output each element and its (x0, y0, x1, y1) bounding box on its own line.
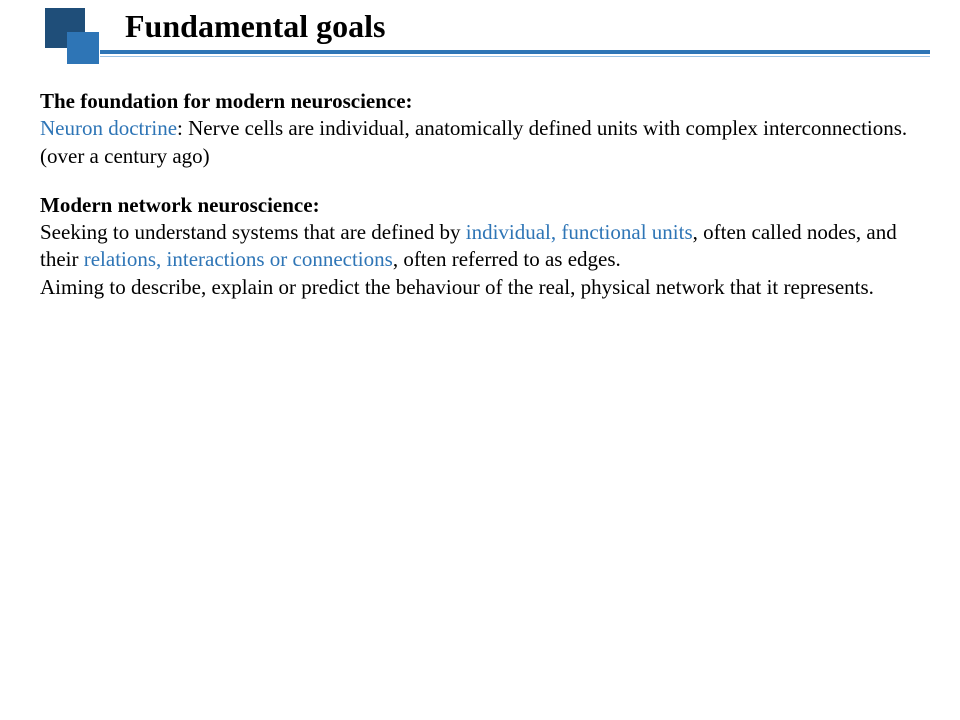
slide: Fundamental goals The foundation for mod… (0, 0, 960, 720)
title-rule-main (100, 50, 930, 54)
section-heading: The foundation for modern neuroscience: (40, 89, 413, 113)
section-modern: Modern network neuroscience: Seeking to … (40, 192, 920, 301)
section-foundation: The foundation for modern neuroscience: … (40, 88, 920, 170)
section2-text-c: , often referred to as edges. (393, 247, 621, 271)
decor-square-small (67, 32, 99, 64)
slide-header: Fundamental goals (45, 0, 930, 70)
section2-p2: Aiming to describe, explain or predict t… (40, 275, 874, 299)
title-rule (100, 50, 930, 57)
highlight-functional-units: individual, functional units (466, 220, 693, 244)
title-rule-shadow (100, 56, 930, 57)
slide-body: The foundation for modern neuroscience: … (0, 70, 960, 301)
section2-text-a: Seeking to understand systems that are d… (40, 220, 466, 244)
highlight-neuron-doctrine: Neuron doctrine (40, 116, 177, 140)
highlight-relations: relations, interactions or connections (84, 247, 393, 271)
section-heading: Modern network neuroscience: (40, 193, 320, 217)
slide-title: Fundamental goals (125, 8, 385, 45)
